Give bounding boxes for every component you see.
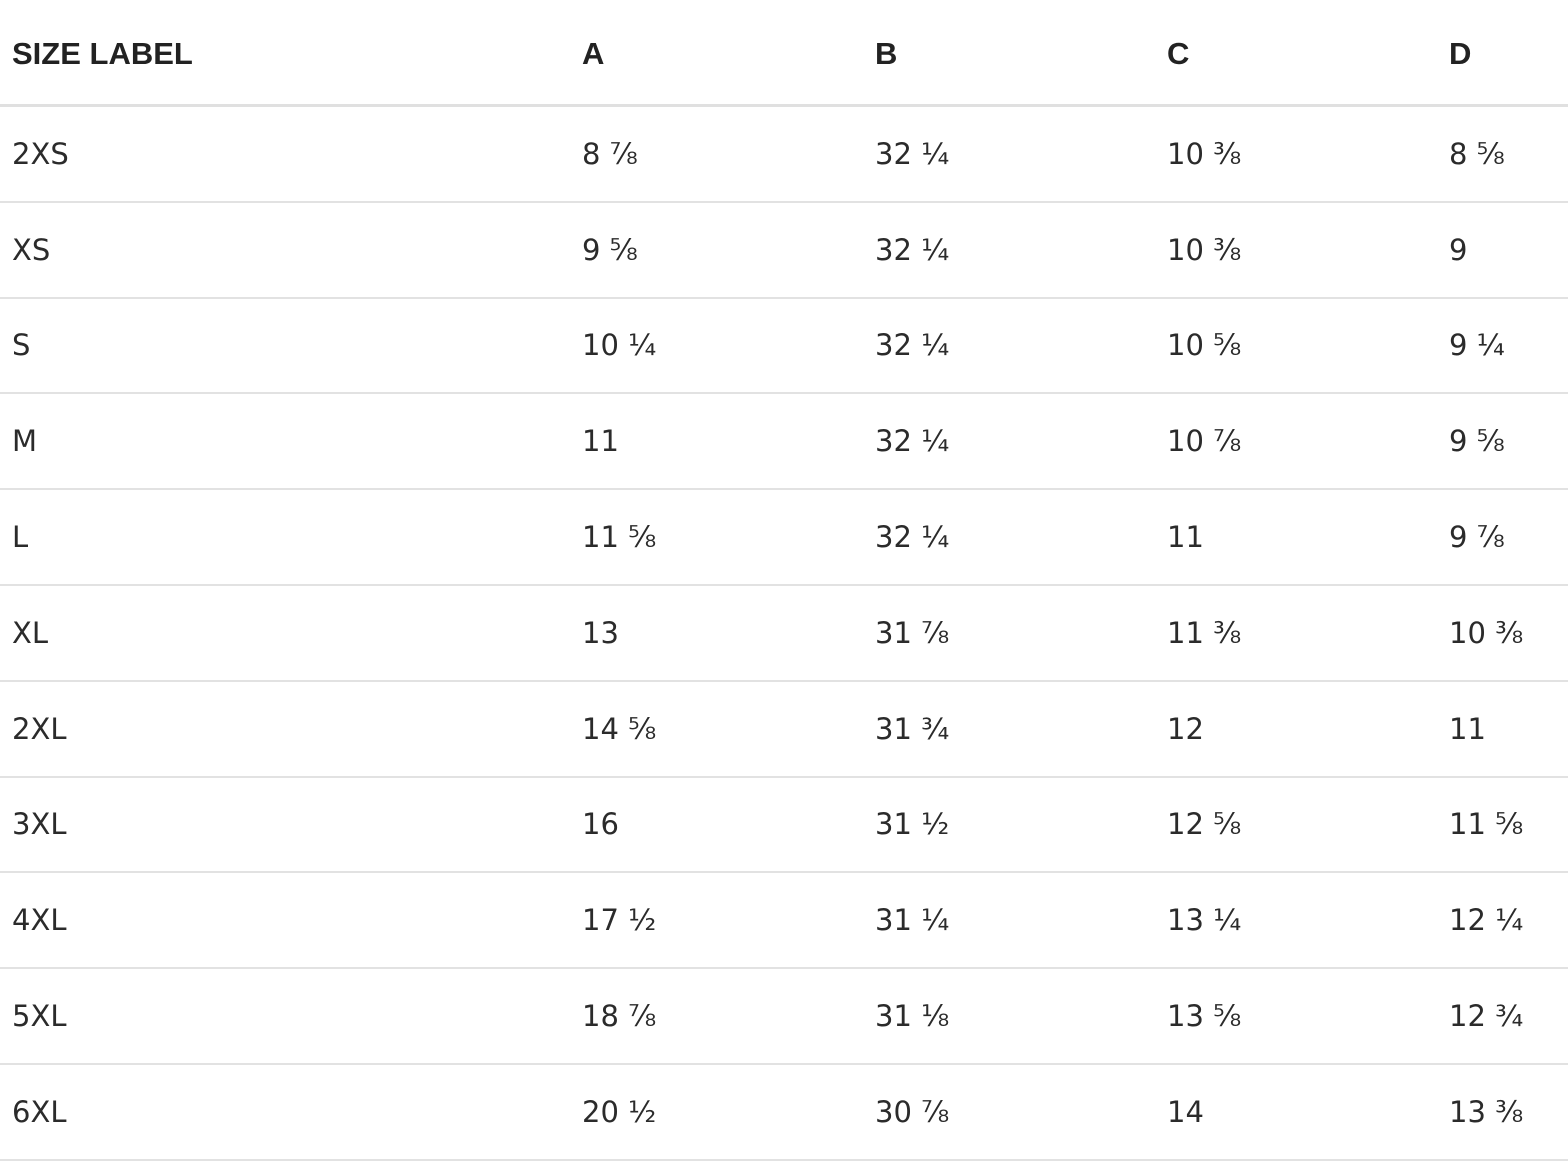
- size-label: XL: [12, 615, 49, 650]
- measurement: 18 ⅞: [582, 999, 657, 1034]
- measurement: 10 ⅜: [1449, 615, 1524, 650]
- measurement: 31 ⅞: [875, 615, 950, 650]
- size-label: 2XL: [12, 711, 67, 746]
- measurement: 32 ¼: [875, 520, 950, 555]
- table-row: XS 9 ⅝ 32 ¼ 10 ⅜ 9: [0, 203, 1568, 299]
- size-label: SIZE LABEL: [12, 36, 193, 71]
- size-label: S: [12, 328, 31, 363]
- measurement: 11: [1167, 520, 1204, 555]
- measurement: 9 ⅞: [1449, 520, 1505, 555]
- measurement: 31 ¼: [875, 903, 950, 938]
- measurement: 9 ¼: [1449, 328, 1505, 363]
- table-row: XL 13 31 ⅞ 11 ⅜ 10 ⅜: [0, 586, 1568, 682]
- measurement: 10 ⅝: [1167, 328, 1242, 363]
- measurement: A: [582, 36, 605, 71]
- measurement: 10 ⅜: [1167, 232, 1242, 267]
- measurement: 13 ¼: [1167, 903, 1242, 938]
- table-row: 5XL 18 ⅞ 31 ⅛ 13 ⅝ 12 ¾: [0, 969, 1568, 1065]
- table-row: 2XL 14 ⅝ 31 ¾ 12 11: [0, 682, 1568, 778]
- measurement: 13: [582, 615, 619, 650]
- measurement: 11 ⅝: [582, 520, 657, 555]
- measurement: 8 ⅝: [1449, 136, 1505, 171]
- measurement: 30 ⅞: [875, 1094, 950, 1129]
- table-row: 3XL 16 31 ½ 12 ⅝ 11 ⅝: [0, 778, 1568, 874]
- measurement: 9: [1449, 232, 1468, 267]
- measurement: 12: [1167, 711, 1204, 746]
- table-row: 4XL 17 ½ 31 ¼ 13 ¼ 12 ¼: [0, 873, 1568, 970]
- measurement: 11 ⅝: [1449, 807, 1524, 842]
- table-row: 6XL 20 ½ 30 ⅞ 14 13 ⅜: [0, 1065, 1568, 1161]
- measurement: 12 ⅝: [1167, 807, 1242, 842]
- measurement: 16: [582, 807, 619, 842]
- measurement: 32 ¼: [875, 424, 950, 459]
- measurement: 20 ½: [582, 1094, 657, 1129]
- size-label: XS: [12, 232, 51, 267]
- measurement: 11: [582, 424, 619, 459]
- measurement: 11 ⅜: [1167, 615, 1242, 650]
- measurement: 17 ½: [582, 903, 657, 938]
- measurement: 31 ½: [875, 807, 950, 842]
- table-row: L 11 ⅝ 32 ¼ 11 9 ⅞: [0, 490, 1568, 586]
- size-label: 5XL: [12, 999, 67, 1034]
- measurement: 8 ⅞: [582, 136, 638, 171]
- measurement: 31 ⅛: [875, 999, 950, 1034]
- measurement: 9 ⅝: [582, 232, 638, 267]
- measurement: 32 ¼: [875, 136, 950, 171]
- size-label: 3XL: [12, 807, 67, 842]
- measurement: C: [1167, 36, 1190, 71]
- measurement: 14 ⅝: [582, 711, 657, 746]
- size-label: 6XL: [12, 1094, 67, 1129]
- measurement: 32 ¼: [875, 232, 950, 267]
- measurement: 12 ¼: [1449, 903, 1524, 938]
- measurement: 32 ¼: [875, 328, 950, 363]
- table-row: S 10 ¼ 32 ¼ 10 ⅝ 9 ¼: [0, 299, 1568, 395]
- measurement: 9 ⅝: [1449, 424, 1505, 459]
- measurement: B: [875, 36, 898, 71]
- measurement: 31 ¾: [875, 711, 950, 746]
- measurement: 10 ¼: [582, 328, 657, 363]
- measurement: 13 ⅜: [1449, 1094, 1524, 1129]
- size-label: L: [12, 520, 29, 555]
- measurement: 12 ¾: [1449, 999, 1524, 1034]
- measurement: D: [1449, 36, 1472, 71]
- measurement: 14: [1167, 1094, 1204, 1129]
- measurement: 11: [1449, 711, 1486, 746]
- measurement: 10 ⅞: [1167, 424, 1242, 459]
- header-row: SIZE LABEL A B C D: [0, 0, 1568, 107]
- table-row: M 11 32 ¼ 10 ⅞ 9 ⅝: [0, 394, 1568, 491]
- measurement: 13 ⅝: [1167, 999, 1242, 1034]
- size-label: 4XL: [12, 903, 67, 938]
- table-row: 2XS 8 ⅞ 32 ¼ 10 ⅜ 8 ⅝: [0, 107, 1568, 203]
- size-label: 2XS: [12, 136, 69, 171]
- size-label: M: [12, 424, 38, 459]
- measurement: 10 ⅜: [1167, 136, 1242, 171]
